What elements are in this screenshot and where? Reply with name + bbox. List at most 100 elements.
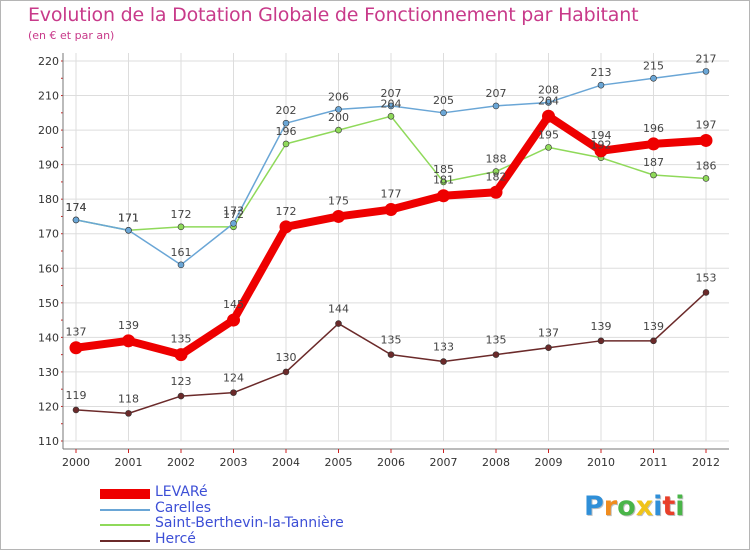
- data-label-saint-berthevin-la-tanni-re-2001: 171: [118, 211, 139, 224]
- data-label-carelles-2005: 206: [328, 90, 349, 103]
- data-point-carelles-2004: [282, 119, 290, 127]
- data-point-levar--2011: [647, 137, 660, 151]
- data-point-herc--2010: [597, 337, 605, 345]
- data-label-levar--2000: 137: [66, 326, 87, 339]
- data-point-saint-berthevin-la-tanni-re-2009: [545, 144, 552, 151]
- x-tick-label-2004: 2004: [272, 456, 300, 469]
- data-point-herc--2001: [125, 410, 132, 417]
- data-label-levar--2012: 197: [696, 118, 717, 131]
- y-tick-label-120: 120: [38, 400, 59, 413]
- data-point-herc--2008: [492, 351, 500, 358]
- chart-title: Evolution de la Dotation Globale de Fonc…: [28, 4, 639, 26]
- data-point-carelles-2006: [387, 102, 395, 110]
- data-point-saint-berthevin-la-tanni-re-2006: [387, 112, 395, 120]
- data-point-saint-berthevin-la-tanni-re-2007: [440, 178, 447, 186]
- legend-label: Hercé: [155, 531, 196, 547]
- x-tick-label-2009: 2009: [535, 456, 563, 469]
- data-point-levar--2003: [227, 313, 240, 327]
- data-point-carelles-2012: [702, 68, 710, 75]
- chart-subtitle: (en € et par an): [28, 29, 115, 42]
- data-label-carelles-2009: 208: [538, 83, 559, 96]
- data-label-levar--2006: 177: [381, 188, 402, 201]
- data-label-saint-berthevin-la-tanni-re-2004: 196: [276, 125, 297, 138]
- data-point-saint-berthevin-la-tanni-re-2011: [650, 171, 657, 179]
- x-tick-label-2010: 2010: [587, 456, 615, 469]
- y-tick-label-150: 150: [38, 297, 59, 310]
- data-point-herc--2004: [282, 368, 290, 376]
- legend-label: Carelles: [155, 500, 212, 516]
- data-point-carelles-2003: [230, 220, 237, 227]
- y-tick-label-110: 110: [38, 435, 59, 448]
- data-label-herc--2008: 135: [486, 334, 507, 347]
- logo-letter: P: [584, 491, 604, 522]
- y-tick-label-170: 170: [38, 228, 59, 241]
- data-point-saint-berthevin-la-tanni-re-2004: [282, 140, 290, 148]
- logo-letter: t: [662, 491, 676, 522]
- y-tick-label-160: 160: [38, 262, 59, 275]
- legend-label: LEVARé: [155, 484, 208, 500]
- data-label-levar--2007: 181: [433, 174, 454, 187]
- x-tick-label-2011: 2011: [640, 456, 668, 469]
- data-label-carelles-2007: 205: [433, 94, 454, 107]
- x-tick-label-2005: 2005: [325, 456, 353, 469]
- data-label-herc--2011: 139: [643, 320, 664, 333]
- legend-swatch: [100, 524, 150, 526]
- data-label-levar--2002: 135: [171, 333, 192, 346]
- data-label-saint-berthevin-la-tanni-re-2009: 195: [538, 128, 559, 141]
- logo-letter: o: [617, 491, 636, 522]
- x-tick-label-2000: 2000: [62, 456, 90, 469]
- y-tick-label-200: 200: [38, 124, 59, 137]
- data-point-carelles-2005: [335, 106, 342, 113]
- data-point-carelles-2002: [177, 261, 185, 269]
- data-label-herc--2006: 135: [381, 334, 402, 347]
- data-label-herc--2003: 124: [223, 372, 244, 385]
- data-label-saint-berthevin-la-tanni-re-2010: 192: [591, 139, 612, 152]
- data-point-carelles-2011: [650, 74, 657, 82]
- data-point-saint-berthevin-la-tanni-re-2005: [335, 126, 342, 134]
- x-tick-label-2001: 2001: [115, 456, 143, 469]
- data-label-herc--2012: 153: [696, 271, 717, 284]
- data-label-levar--2009: 204: [538, 94, 559, 107]
- data-label-carelles-2006: 207: [381, 87, 402, 100]
- data-label-herc--2001: 118: [118, 392, 139, 405]
- data-label-carelles-2004: 202: [276, 104, 297, 117]
- data-point-herc--2005: [335, 320, 342, 327]
- data-label-saint-berthevin-la-tanni-re-2002: 172: [171, 208, 192, 221]
- data-point-herc--2000: [72, 406, 80, 414]
- data-point-levar--2005: [332, 209, 345, 223]
- data-label-carelles-2011: 215: [643, 59, 664, 72]
- data-label-saint-berthevin-la-tanni-re-2006: 204: [381, 97, 402, 110]
- x-tick-label-2006: 2006: [377, 456, 405, 469]
- data-point-saint-berthevin-la-tanni-re-2008: [492, 168, 500, 175]
- data-point-levar--2002: [174, 348, 188, 362]
- data-label-carelles-2008: 207: [486, 87, 507, 100]
- data-label-carelles-2000: 174: [66, 201, 87, 214]
- data-label-carelles-2012: 217: [696, 52, 717, 65]
- data-label-levar--2004: 172: [276, 205, 297, 218]
- data-label-herc--2005: 144: [328, 303, 349, 316]
- x-tick-label-2008: 2008: [482, 456, 510, 469]
- data-label-herc--2000: 119: [66, 389, 87, 402]
- data-label-levar--2005: 175: [328, 194, 349, 207]
- data-point-levar--2001: [122, 334, 135, 348]
- logo-letter: i: [675, 491, 685, 522]
- data-label-saint-berthevin-la-tanni-re-2000: 174: [66, 201, 87, 214]
- proxiti-logo: Proxiti: [584, 491, 685, 522]
- data-label-carelles-2003: 173: [223, 204, 244, 217]
- data-point-herc--2003: [230, 389, 237, 396]
- data-label-levar--2008: 182: [486, 170, 507, 183]
- logo-letter: x: [635, 491, 654, 522]
- data-point-levar--2008: [489, 185, 503, 199]
- legend-swatch: [100, 540, 150, 542]
- data-point-carelles-2010: [597, 81, 605, 89]
- y-tick-label-220: 220: [38, 55, 59, 68]
- data-point-herc--2009: [545, 344, 552, 352]
- x-tick-label-2012: 2012: [692, 456, 720, 469]
- y-tick-label-140: 140: [38, 331, 59, 344]
- data-label-saint-berthevin-la-tanni-re-2007: 185: [433, 163, 454, 176]
- data-point-levar--2004: [279, 220, 293, 234]
- legend-swatch: [100, 509, 150, 511]
- data-point-levar--2012: [699, 133, 713, 147]
- data-point-herc--2007: [440, 358, 447, 365]
